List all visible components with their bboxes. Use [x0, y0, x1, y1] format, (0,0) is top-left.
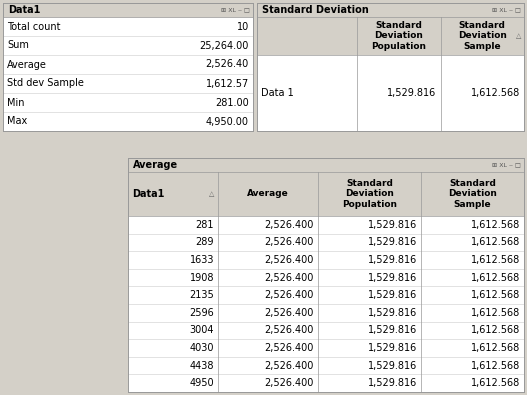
Text: 1,612.568: 1,612.568 — [471, 273, 520, 282]
Text: 1,529.816: 1,529.816 — [368, 290, 417, 300]
Text: Data1: Data1 — [8, 5, 41, 15]
Text: Average: Average — [7, 60, 47, 70]
Text: Standard
Deviation
Population: Standard Deviation Population — [371, 21, 426, 51]
Text: 1633: 1633 — [190, 255, 214, 265]
Text: Min: Min — [7, 98, 24, 107]
Text: Total count: Total count — [7, 21, 61, 32]
Text: Standard
Deviation
Sample: Standard Deviation Sample — [448, 179, 497, 209]
Text: 2,526.40: 2,526.40 — [206, 60, 249, 70]
Text: 2,526.400: 2,526.400 — [265, 290, 314, 300]
Text: Standard Deviation: Standard Deviation — [262, 5, 369, 15]
Text: △: △ — [209, 191, 214, 197]
Bar — [128, 172, 524, 216]
Text: 1,612.568: 1,612.568 — [471, 378, 520, 388]
Text: 4950: 4950 — [189, 378, 214, 388]
Text: Average: Average — [133, 160, 178, 170]
Text: 2,526.400: 2,526.400 — [265, 378, 314, 388]
Text: ⊞ XL ‒ □: ⊞ XL ‒ □ — [492, 162, 521, 167]
Text: 1,612.568: 1,612.568 — [471, 220, 520, 230]
Text: 1,529.816: 1,529.816 — [368, 343, 417, 353]
Text: 2,526.400: 2,526.400 — [265, 343, 314, 353]
Text: Sum: Sum — [7, 41, 29, 51]
Text: 1,529.816: 1,529.816 — [368, 361, 417, 371]
Text: 2,526.400: 2,526.400 — [265, 220, 314, 230]
Text: Max: Max — [7, 117, 27, 126]
Text: 10: 10 — [237, 21, 249, 32]
Text: ⊞ XL ‒ □: ⊞ XL ‒ □ — [221, 8, 250, 13]
Text: 1,612.568: 1,612.568 — [471, 361, 520, 371]
Bar — [257, 17, 524, 55]
Text: 2,526.400: 2,526.400 — [265, 255, 314, 265]
Text: 1,612.568: 1,612.568 — [471, 255, 520, 265]
Text: 1,612.568: 1,612.568 — [471, 343, 520, 353]
Text: 3004: 3004 — [190, 325, 214, 335]
Text: 25,264.00: 25,264.00 — [200, 41, 249, 51]
Text: 281.00: 281.00 — [215, 98, 249, 107]
Text: 1,612.568: 1,612.568 — [471, 88, 520, 98]
Text: 1,612.568: 1,612.568 — [471, 325, 520, 335]
Text: Data 1: Data 1 — [261, 88, 294, 98]
Text: 1,529.816: 1,529.816 — [387, 88, 436, 98]
Text: 1,529.816: 1,529.816 — [368, 378, 417, 388]
Text: ⊞ XL ‒ □: ⊞ XL ‒ □ — [492, 8, 521, 13]
Text: 2,526.400: 2,526.400 — [265, 273, 314, 282]
Text: 2,526.400: 2,526.400 — [265, 237, 314, 247]
Bar — [257, 3, 524, 17]
Text: 1,612.568: 1,612.568 — [471, 308, 520, 318]
Text: △: △ — [515, 33, 521, 39]
Text: 1,529.816: 1,529.816 — [368, 237, 417, 247]
Text: Average: Average — [247, 190, 289, 199]
Text: 2596: 2596 — [189, 308, 214, 318]
Bar — [3, 3, 253, 17]
Text: 1,612.57: 1,612.57 — [206, 79, 249, 88]
Text: 1,612.568: 1,612.568 — [471, 237, 520, 247]
Text: Standard
Deviation
Sample: Standard Deviation Sample — [458, 21, 506, 51]
Text: 2,526.400: 2,526.400 — [265, 361, 314, 371]
Text: 1,529.816: 1,529.816 — [368, 308, 417, 318]
Text: 1,529.816: 1,529.816 — [368, 255, 417, 265]
Text: 2135: 2135 — [189, 290, 214, 300]
Text: 1908: 1908 — [190, 273, 214, 282]
Text: Data1: Data1 — [132, 189, 164, 199]
Text: 4,950.00: 4,950.00 — [206, 117, 249, 126]
Text: 1,612.568: 1,612.568 — [471, 290, 520, 300]
Text: Standard
Deviation
Population: Standard Deviation Population — [342, 179, 397, 209]
Text: 2,526.400: 2,526.400 — [265, 308, 314, 318]
Text: 281: 281 — [196, 220, 214, 230]
Text: 1,529.816: 1,529.816 — [368, 220, 417, 230]
Text: 289: 289 — [196, 237, 214, 247]
Text: 4438: 4438 — [190, 361, 214, 371]
Text: 1,529.816: 1,529.816 — [368, 273, 417, 282]
Text: 2,526.400: 2,526.400 — [265, 325, 314, 335]
Bar — [128, 158, 524, 172]
Text: Std dev Sample: Std dev Sample — [7, 79, 84, 88]
Text: 1,529.816: 1,529.816 — [368, 325, 417, 335]
Text: 4030: 4030 — [190, 343, 214, 353]
